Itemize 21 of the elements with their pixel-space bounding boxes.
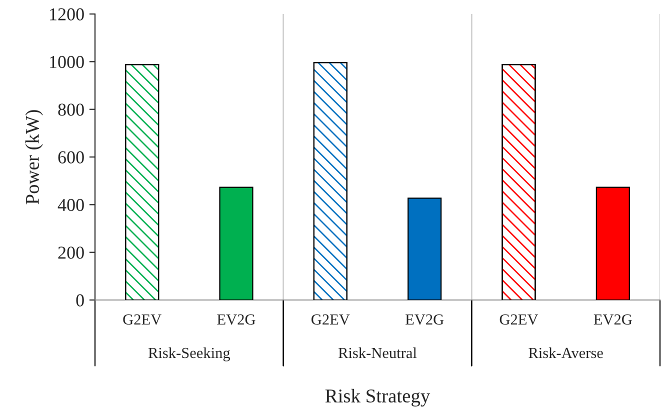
y-tick-label: 400 [58, 198, 84, 212]
x-tick-label: G2EV [500, 314, 538, 325]
y-tick-label: 800 [58, 104, 84, 116]
x-tick-label: EV2G [594, 314, 632, 325]
x-axis-title: Risk Strategy [325, 388, 430, 407]
y-tick-label: 0 [76, 294, 84, 306]
y-tick-label: 200 [58, 246, 84, 259]
text: Risk-Neutral [338, 347, 417, 358]
bar [408, 198, 442, 300]
bar [596, 186, 630, 300]
x-tick-label: EV2G [217, 314, 256, 325]
y-tick-label: 1200 [50, 8, 84, 20]
bar [219, 186, 254, 300]
x-tick-label: G2EV [123, 314, 162, 325]
y-axis-title: Power (kW) [25, 110, 43, 204]
text: Risk-Seeking [148, 347, 230, 362]
text: Risk-Averse [528, 347, 603, 358]
x-tick-label: G2EV [312, 314, 350, 325]
x-tick-label: EV2G [406, 314, 444, 325]
y-tick-label: 1000 [50, 56, 84, 68]
y-tick-label: 600 [58, 151, 84, 164]
